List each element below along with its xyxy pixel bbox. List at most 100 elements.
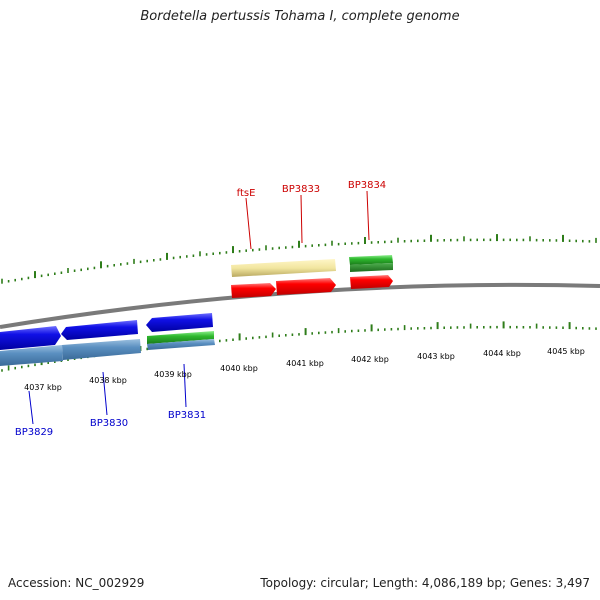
scale-tick [522,326,525,329]
scale-tick [364,237,366,244]
scale-tick [311,332,313,335]
scale-tick [304,328,307,336]
scale-tick [351,242,353,245]
scale-tick [417,239,419,243]
scale-tick [489,238,492,242]
scale-tick [476,326,478,329]
scale-tick [476,238,478,242]
gene-feature-green-reverse[interactable] [147,331,214,344]
scale-tick [212,252,214,255]
gene-label-BP3831[interactable]: BP3831 [168,410,206,421]
scale-tick [436,239,439,242]
gene-label-BP3834[interactable]: BP3834 [348,180,386,191]
scale-tick [423,239,426,242]
scale-tick [443,326,445,329]
scale-tick [364,329,366,332]
scale-tick [159,258,162,261]
scale-tick [34,363,36,367]
scale-tick [423,327,426,330]
scale-tick [14,278,16,282]
gene-feature-steel-3[interactable] [147,339,215,350]
scale-tick [67,268,69,273]
gene-arrow-BP3830[interactable] [61,320,138,340]
scale-tick [549,239,551,242]
scale-tick [502,321,505,329]
scale-tick [258,336,261,339]
scale-tick [232,338,234,341]
scale-tick [219,251,221,255]
scale-tick [522,238,525,242]
scale-tick [133,258,135,264]
scale-tick [568,322,571,330]
scale-tick [516,238,518,242]
gene-feature-green-top[interactable] [349,255,393,265]
scale-tick [436,322,439,330]
gene-feature-green-bottom[interactable] [350,263,393,272]
scale-tick [370,241,373,244]
scale-tick [324,243,327,247]
scale-tick [509,325,511,329]
gene-arrow-BP3833[interactable] [276,278,336,295]
scale-tick [318,244,320,247]
scale-tick [232,246,234,254]
scale-tick [549,326,551,329]
scale-tick [172,256,175,260]
scale-tick [139,260,142,264]
scale-tick [1,369,3,372]
scale-tick [67,358,69,361]
scale-tick [291,333,294,336]
gene-labels: ftsE BP3833 BP3834 BP3829 BP3830 BP3831 [15,180,386,438]
scale-tick [153,259,155,262]
scale-tick [410,327,412,330]
gene-label-BP3833[interactable]: BP3833 [282,184,320,195]
scale-tick [450,238,452,242]
scale-tick [469,238,472,242]
scale-tick [245,337,247,340]
scale-label: 4042 kbp [351,355,389,364]
scale-tick [199,251,201,257]
scale-tick [357,329,360,332]
scale-tick [271,332,274,338]
gene-feature-steel-1[interactable] [0,345,63,366]
scale-tick [252,336,254,340]
gene-arrow-BP3834[interactable] [350,275,393,289]
gene-feature-steel-2[interactable] [62,339,141,360]
scale-tick [166,252,168,260]
scale-tick [337,242,340,246]
scale-tick [430,234,432,242]
scale-tick [298,240,300,248]
scale-tick [390,240,393,243]
gene-label-ftsE[interactable]: ftsE [237,188,256,199]
gene-arrow-ftsE[interactable] [231,283,276,298]
scale-tick [278,334,280,337]
scale-tick [1,278,3,284]
scale-tick [186,255,188,258]
scale-labels: 4037 kbp 4038 kbp 4039 kbp 4040 kbp 4041… [24,347,585,392]
scale-tick [258,248,261,251]
scale-tick [54,272,56,275]
gene-label-BP3830[interactable]: BP3830 [90,418,128,429]
scale-label: 4039 kbp [154,370,192,379]
scale-tick [225,339,228,342]
scale-tick [384,240,386,244]
scale-tick [568,239,571,242]
scale-label: 4044 kbp [483,349,521,358]
scale-tick [205,253,208,256]
scale-tick [582,239,584,243]
scale-tick [21,365,23,369]
gene-label-BP3829[interactable]: BP3829 [15,427,53,438]
scale-tick [575,239,577,243]
scale-tick [555,239,558,242]
scale-tick [21,277,23,281]
gene-arrow-BP3829[interactable] [0,326,61,350]
scale-tick [337,328,340,334]
gene-arrow-BP3831[interactable] [146,313,213,332]
gene-feature-khaki[interactable] [231,259,336,277]
scale-tick [126,262,129,265]
scale-tick [456,238,459,242]
scale-label: 4043 kbp [417,352,455,361]
scale-tick [463,236,465,242]
scale-tick [384,328,386,331]
scale-tick [463,326,465,329]
